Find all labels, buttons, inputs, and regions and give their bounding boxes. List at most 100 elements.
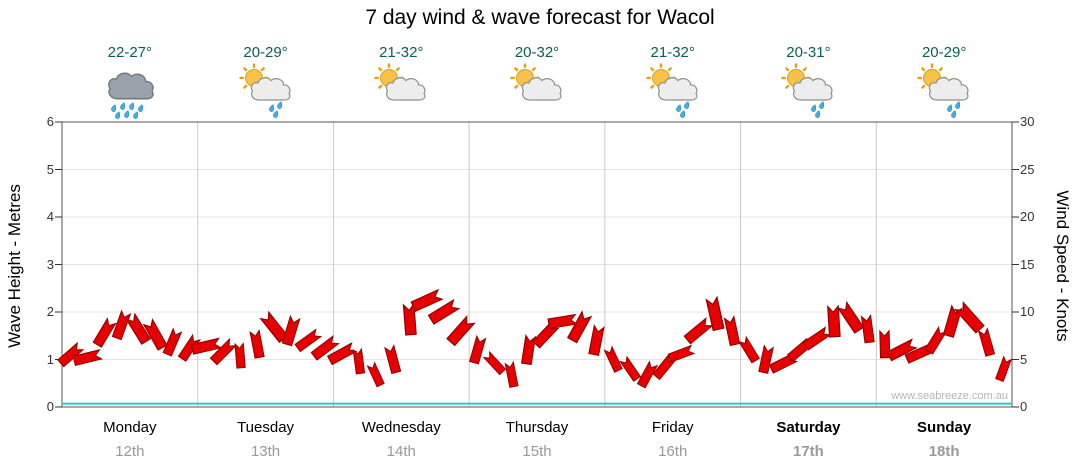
wind-barb-series	[57, 288, 1013, 389]
day-date-label: 12th	[115, 443, 145, 460]
cloud-icon	[107, 72, 154, 100]
wind-barb	[352, 347, 366, 375]
raindrop-icon	[951, 110, 957, 118]
wind-barb	[209, 337, 238, 366]
raindrop-icon	[675, 104, 681, 112]
wind-barb	[737, 335, 760, 364]
day-temp-label: 21-32°	[650, 44, 695, 61]
left-axis-tick-label: 4	[46, 209, 54, 224]
right-axis-tick-label: 0	[1020, 399, 1028, 414]
wind-barb	[879, 329, 891, 359]
wind-barb	[294, 328, 323, 353]
wind-barb	[482, 350, 507, 376]
wind-barb	[566, 310, 593, 344]
day-name-label: Sunday	[917, 419, 972, 436]
page-title: 7 day wind & wave forecast for Wacol	[365, 6, 715, 29]
wind-barb	[953, 301, 985, 334]
cloud-icon	[521, 77, 562, 101]
wind-barb	[111, 309, 132, 341]
day-temp-label: 21-32°	[379, 44, 424, 61]
weather-icon-cell	[505, 62, 569, 122]
wind-barb	[402, 302, 417, 336]
raindrop-icon	[115, 111, 120, 119]
wind-barb	[683, 316, 714, 345]
day-date-label: 13th	[250, 443, 281, 460]
wind-barb	[162, 327, 183, 357]
wind-barb	[521, 334, 537, 366]
wind-barb	[619, 355, 642, 382]
weather-icon-cell	[369, 62, 433, 122]
wind-barb	[310, 334, 340, 361]
watermark: www.seabreeze.com.au	[891, 390, 1008, 402]
wind-barb	[723, 315, 741, 347]
right-axis-tick-label: 15	[1020, 256, 1035, 272]
day-temp-label: 22-27°	[107, 44, 153, 61]
wind-barb	[977, 327, 996, 357]
day-temp-label: 20-29°	[243, 44, 288, 61]
wind-barb	[588, 324, 605, 356]
weather-icon-cell	[641, 62, 705, 122]
day-date-label: 14th	[386, 443, 416, 460]
wind-barb	[384, 344, 402, 375]
right-axis-tick-label: 10	[1020, 304, 1035, 319]
weather-icon-cell	[98, 62, 162, 122]
day-name-label: Friday	[651, 419, 694, 436]
day-date-label: 18th	[928, 443, 960, 460]
cloud-icon	[657, 77, 698, 101]
weather-icon-partly-cloudy	[374, 63, 426, 101]
left-axis-tick-label: 6	[46, 114, 54, 129]
raindrop-icon	[947, 104, 953, 112]
wind-barb	[427, 298, 461, 325]
weather-icon-rain	[107, 72, 154, 119]
raindrop-icon	[124, 110, 129, 118]
raindrop-icon	[111, 104, 116, 112]
weather-icon-sun-shower	[239, 63, 291, 118]
day-name-label: Monday	[103, 419, 157, 436]
day-temp-label: 20-32°	[514, 44, 560, 61]
weather-icon-partly-cloudy	[510, 63, 562, 101]
wind-barb	[705, 295, 725, 332]
day-date-label: 17th	[793, 443, 824, 460]
wind-barb	[281, 314, 301, 347]
wind-barb	[547, 313, 579, 330]
left-axis-tick-label: 3	[46, 256, 54, 272]
wind-barb	[636, 360, 659, 389]
cloud-icon	[793, 77, 833, 101]
day-name-label: Wednesday	[361, 419, 441, 436]
left-axis-tick-label: 5	[46, 161, 54, 177]
raindrop-icon	[276, 101, 282, 109]
weather-icon-cell	[234, 62, 298, 122]
weather-icon-cell	[912, 62, 976, 122]
raindrop-icon	[819, 101, 825, 109]
day-name-label: Thursday	[505, 419, 569, 436]
wind-barb	[860, 313, 875, 344]
wind-barb	[758, 344, 774, 374]
wind-barb	[469, 334, 487, 365]
wind-barb	[886, 338, 918, 362]
raindrop-icon	[683, 101, 689, 109]
raindrop-icon	[268, 104, 274, 112]
weather-icon-sun-shower	[781, 63, 833, 118]
right-axis-tick-label: 30	[1020, 114, 1035, 129]
raindrop-icon	[129, 102, 134, 110]
wind-barb	[667, 344, 696, 363]
wind-barb	[827, 304, 841, 338]
left-axis-tick-label: 2	[46, 304, 54, 319]
raindrop-icon	[679, 110, 685, 118]
cloud-icon	[386, 77, 426, 101]
wind-barb	[603, 345, 623, 373]
left-axis-tick-label: 0	[46, 399, 54, 414]
wind-barb	[532, 320, 560, 349]
wind-barb	[142, 318, 168, 351]
wind-barb	[366, 361, 385, 388]
cloud-icon	[250, 77, 291, 101]
wind-barb	[72, 349, 104, 366]
wind-barb	[504, 360, 519, 388]
raindrop-icon	[133, 111, 138, 119]
right-axis-tick-label: 20	[1020, 209, 1035, 224]
raindrop-icon	[811, 104, 817, 112]
day-date-label: 15th	[522, 443, 552, 460]
wind-barb	[802, 326, 832, 351]
